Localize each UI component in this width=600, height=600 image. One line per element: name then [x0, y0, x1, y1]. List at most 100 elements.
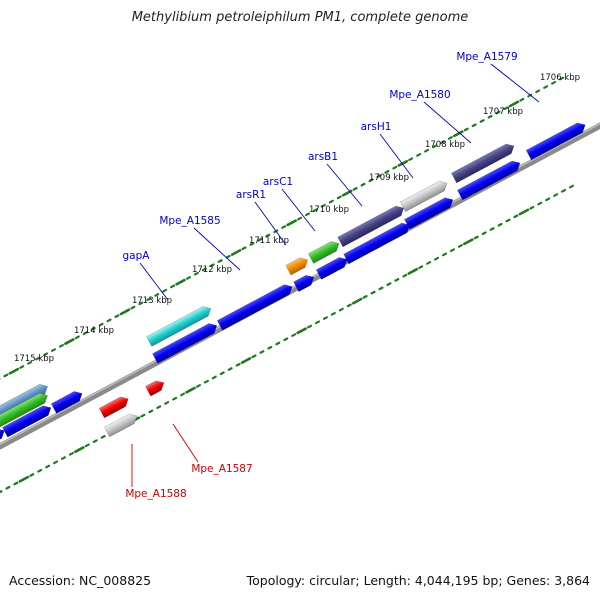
tick-upper-major — [175, 278, 186, 286]
tick-upper-minor — [360, 182, 366, 187]
tick-lower-minor — [338, 307, 344, 312]
tick-lower-minor — [92, 439, 98, 443]
tick-upper-minor — [58, 343, 64, 348]
gene-arsc1 — [307, 241, 340, 264]
tick-upper-minor — [424, 148, 430, 153]
gene-label-reverse: Mpe_A1587 — [191, 463, 252, 475]
tick-upper-minor — [431, 144, 438, 149]
gene-arsb1 — [337, 205, 405, 248]
gene-forward — [293, 274, 315, 292]
tick-upper-minor — [209, 263, 215, 268]
gene-label-reverse: Mpe_A1588 — [125, 488, 186, 500]
tick-lower-major — [296, 327, 307, 335]
tick-upper-minor — [35, 356, 41, 361]
tick-upper-minor — [193, 271, 199, 276]
tick-label: 1714 kbp — [74, 326, 114, 336]
gene-label-forward: arsC1 — [263, 176, 293, 188]
tick-label: 1712 kbp — [192, 265, 232, 275]
gene-label-forward: gapA — [123, 250, 151, 262]
label-leader-line — [254, 201, 287, 246]
gene-forward — [152, 323, 218, 364]
tick-upper-minor — [241, 246, 247, 251]
tick-upper-minor — [535, 89, 541, 94]
tick-upper-minor — [162, 288, 168, 293]
gene-mpe-a1580 — [451, 143, 515, 184]
tick-lower-major — [463, 238, 474, 246]
tick-label: 1706 kbp — [540, 73, 580, 83]
gene-forward — [343, 222, 411, 265]
label-leader-line — [490, 63, 540, 103]
tick-lower-minor — [441, 252, 448, 257]
gene-label-forward: Mpe_A1580 — [389, 89, 450, 101]
tick-lower-major — [18, 475, 30, 483]
tick-lower-major — [351, 297, 363, 305]
tick-upper-major — [286, 219, 297, 227]
tick-upper-minor — [471, 123, 477, 128]
gene-forward — [2, 405, 52, 438]
tick-upper-minor — [416, 153, 422, 157]
tick-upper-minor — [170, 284, 176, 289]
tick-label: 1710 kbp — [309, 205, 349, 215]
tick-lower-major — [74, 446, 85, 454]
tick-upper-major — [397, 159, 409, 167]
tick-upper-minor — [19, 365, 25, 369]
label-leader-line — [139, 262, 169, 301]
tick-lower-minor — [402, 273, 408, 278]
gene-label-forward: arsB1 — [308, 151, 338, 163]
tick-upper-minor — [106, 318, 112, 323]
tick-lower-minor — [5, 485, 11, 490]
label-leader-line — [326, 163, 363, 207]
tick-lower-minor — [211, 375, 217, 380]
tick-label: 1713 kbp — [132, 296, 172, 306]
tick-lower-minor — [219, 371, 225, 376]
tick-lower-minor — [378, 286, 384, 291]
tick-upper-minor — [98, 322, 104, 327]
label-leader-line — [281, 188, 316, 232]
tick-lower-major — [240, 357, 252, 364]
gene-gapa — [146, 306, 212, 347]
gene-forward — [457, 160, 521, 201]
gene-mpe-a1579 — [525, 122, 586, 161]
tick-upper-major — [453, 130, 464, 138]
tick-upper-minor — [558, 76, 565, 81]
tick-upper-minor — [392, 165, 398, 170]
tick-lower-minor — [449, 248, 455, 253]
tick-lower-minor — [561, 188, 567, 193]
tick-lower-minor — [473, 235, 479, 240]
tick-upper-minor — [495, 110, 501, 115]
tick-upper-minor — [154, 293, 160, 297]
tick-upper-minor — [281, 225, 287, 229]
tick-lower-minor — [259, 350, 265, 354]
tick-lower-minor — [370, 290, 376, 295]
tick-lower-minor — [545, 197, 551, 202]
tick-upper-major — [8, 367, 20, 375]
tick-lower-minor — [203, 379, 209, 384]
tick-lower-minor — [314, 320, 321, 325]
label-leader-line — [193, 227, 241, 271]
tick-upper-minor — [439, 140, 445, 145]
tick-upper-minor — [384, 170, 390, 174]
tick-upper-minor — [447, 136, 453, 140]
tick-upper-minor — [27, 360, 33, 365]
tick-lower-minor — [283, 337, 289, 342]
tick-lower-minor — [394, 278, 400, 282]
tick-lower-minor — [267, 345, 273, 350]
gene-label-forward: arsH1 — [361, 121, 392, 133]
tick-label: 1709 kbp — [369, 173, 409, 183]
tick-upper-minor — [130, 305, 136, 310]
tick-label: 1715 kbp — [14, 354, 54, 364]
genome-summary: Topology: circular; Length: 4,044,195 bp… — [246, 573, 590, 588]
tick-lower-minor — [251, 354, 257, 359]
tick-upper-minor — [249, 242, 255, 246]
tick-lower-minor — [457, 244, 463, 248]
tick-lower-minor — [180, 392, 186, 397]
gene-forward — [315, 257, 348, 280]
tick-lower-minor — [37, 468, 43, 473]
gene-features — [0, 122, 586, 441]
tick-lower-minor — [386, 282, 392, 286]
tick-lower-minor — [362, 295, 368, 299]
gene-label-forward: arsR1 — [236, 189, 266, 201]
tick-lower-minor — [291, 333, 297, 337]
